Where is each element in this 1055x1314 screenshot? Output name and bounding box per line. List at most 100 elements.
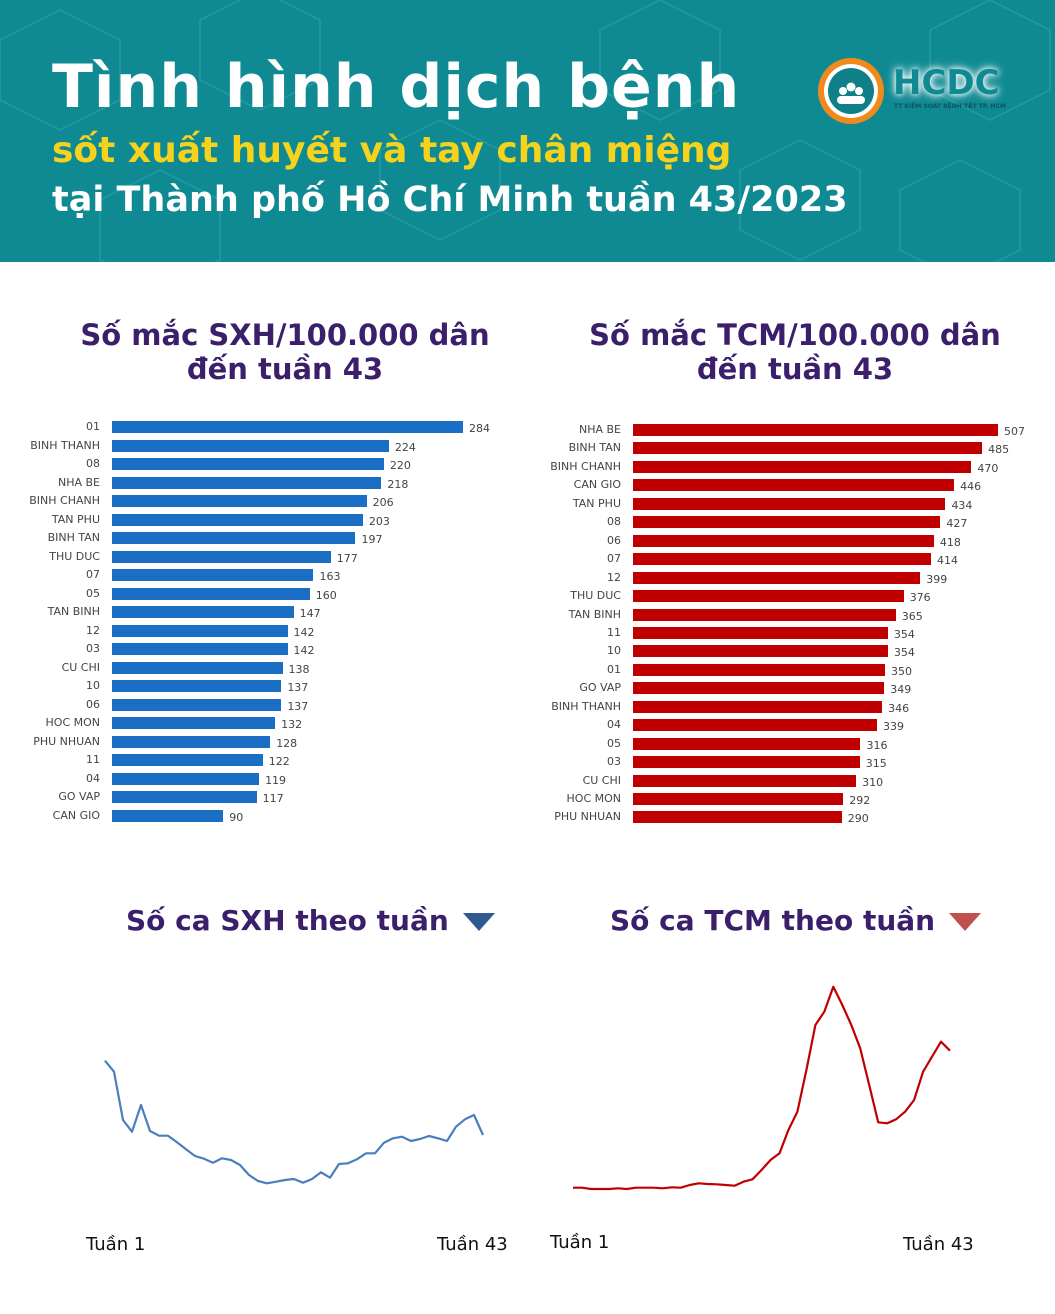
sxh-category-label: 12 — [86, 623, 100, 637]
tcm-value-label: 414 — [937, 554, 959, 568]
title-text: Số ca TCM theo tuần — [610, 904, 936, 937]
sxh-bar — [112, 680, 282, 692]
main-title: Tình hình dịch bệnh — [52, 52, 741, 122]
tcm-category-label: 01 — [607, 662, 621, 676]
tcm-category-label: BINH TAN — [568, 441, 621, 455]
sxh-x-end-label: Tuần 43 — [437, 1234, 508, 1255]
subtitle: sốt xuất huyết và tay chân miệng — [52, 130, 732, 171]
tcm-category-label: NHA BE — [578, 423, 621, 436]
sxh-value-label: 224 — [394, 440, 416, 454]
sxh-bar — [112, 809, 224, 822]
sxh-category-label: 08 — [86, 457, 100, 470]
sxh-bar — [112, 513, 363, 526]
tcm-category-label: TAN PHU — [572, 496, 621, 510]
tcm-category-label: HOC MON — [566, 792, 621, 805]
tcm-value-label: 315 — [865, 757, 887, 771]
sxh-bar — [112, 661, 283, 674]
tcm-bar — [633, 645, 888, 658]
tcm-bar — [633, 663, 885, 676]
sxh-value-label: 142 — [293, 644, 315, 657]
title-text: Số ca SXH theo tuần — [126, 904, 449, 937]
tcm-value-label: 427 — [946, 517, 968, 531]
tcm-category-label: 05 — [607, 736, 621, 750]
sxh-category-label: BINH TAN — [47, 531, 100, 544]
tcm-value-label: 376 — [909, 591, 931, 605]
sxh-category-label: NHA BE — [57, 475, 100, 489]
tcm-category-label: BINH THANH — [551, 699, 621, 713]
sxh-bar — [112, 772, 260, 785]
tcm-bar — [633, 608, 896, 621]
sxh-category-label: 07 — [86, 568, 100, 581]
sxh-category-label: 10 — [86, 679, 100, 692]
sxh-bar — [112, 421, 463, 433]
sxh-bar — [112, 458, 384, 470]
sxh-bar — [112, 532, 356, 544]
sxh-category-label: 03 — [86, 642, 100, 655]
sxh-category-label: HOC MON — [45, 716, 100, 729]
sxh-value-label: 137 — [287, 699, 309, 713]
tcm-category-label: 10 — [607, 644, 621, 658]
hcdc-logo: HCDC TT KIỂM SOÁT BỆNH TẬT TP. HCM — [815, 55, 1006, 125]
triangle-down-icon — [949, 913, 982, 931]
tcm-value-label: 310 — [862, 775, 884, 789]
sxh-line — [104, 1060, 485, 1185]
tcm-bar — [633, 553, 932, 566]
tcm-category-label: GO VAP — [579, 681, 621, 695]
tcm-value-label: 354 — [893, 627, 915, 641]
sxh-bar — [112, 643, 288, 655]
sxh-value-label: 160 — [315, 588, 337, 602]
tcm-category-label: 11 — [607, 625, 621, 639]
title-line: Số mắc TCM/100.000 dân — [589, 318, 1001, 352]
sxh-value-label: 119 — [265, 773, 287, 787]
sxh-value-label: 128 — [276, 736, 298, 750]
sxh-category-label: CAN GIO — [52, 808, 100, 822]
sxh-category-label: TAN BINH — [47, 605, 100, 618]
tcm-category-label: BINH CHANH — [550, 459, 621, 473]
tcm-value-label: 365 — [901, 609, 923, 623]
title-line: Số mắc SXH/100.000 dân — [80, 318, 490, 352]
tcm-value-label: 350 — [890, 664, 912, 678]
tcm-bar — [633, 424, 998, 436]
tcm-value-label: 485 — [988, 443, 1010, 457]
tcm-bar — [633, 534, 934, 547]
sxh-bar — [112, 791, 257, 803]
tcm-bar — [633, 516, 941, 529]
header-banner: Tình hình dịch bệnh sốt xuất huyết và ta… — [0, 0, 1055, 262]
sxh-category-label: GO VAP — [58, 790, 100, 803]
sxh-category-label: PHU NHUAN — [33, 734, 100, 748]
sxh-category-label: 11 — [86, 753, 100, 766]
tcm-value-label: 399 — [926, 572, 948, 586]
sxh-bar — [112, 717, 276, 729]
sxh-category-label: BINH CHANH — [29, 494, 100, 507]
sxh-value-label: 142 — [293, 625, 315, 639]
hcdc-emblem-icon — [818, 58, 884, 124]
tcm-category-label: 12 — [607, 570, 621, 584]
sxh-bar — [112, 476, 382, 489]
tcm-bar — [633, 756, 860, 769]
tcm-bar — [633, 590, 904, 603]
tcm-value-label: 349 — [890, 683, 912, 697]
tcm-category-label: 06 — [607, 533, 621, 547]
sxh-category-label: 05 — [86, 586, 100, 600]
tcm-category-label: THU DUC — [570, 589, 621, 603]
sxh-value-label: 122 — [268, 755, 290, 768]
tcm-value-label: 446 — [960, 480, 982, 494]
tcm-value-label: 470 — [977, 461, 999, 475]
sxh-category-label: BINH THANH — [30, 438, 100, 452]
sxh-x-start-label: Tuần 1 — [86, 1234, 146, 1255]
hex-pattern-background — [0, 0, 1051, 262]
sxh-value-label: 218 — [387, 477, 409, 491]
tcm-value-label: 339 — [883, 720, 905, 734]
sxh-bar — [112, 587, 310, 600]
sxh-bar — [112, 495, 367, 507]
tcm-category-label: 04 — [607, 718, 621, 732]
sxh-bar — [112, 569, 314, 581]
tcm-bar — [633, 811, 842, 824]
tcm-value-label: 418 — [939, 535, 961, 549]
tcm-category-label: PHU NHUAN — [554, 810, 621, 824]
tcm-bar — [633, 497, 946, 510]
sxh-bar — [112, 439, 389, 452]
sxh-value-label: 220 — [389, 459, 411, 472]
tcm-value-label: 507 — [1004, 425, 1025, 438]
